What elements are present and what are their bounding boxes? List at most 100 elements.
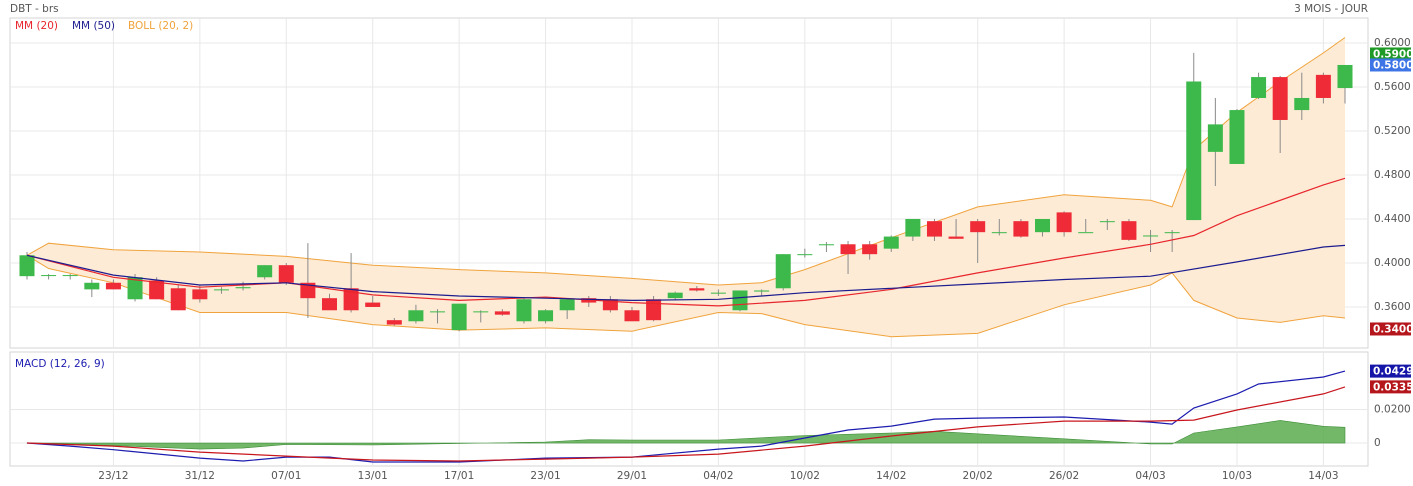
- candle-body: [235, 287, 251, 289]
- candle-body: [538, 310, 554, 322]
- x-tick-label: 10/03: [1222, 470, 1252, 482]
- candle-body: [646, 299, 662, 321]
- candle-body: [1164, 232, 1180, 234]
- candle-body: [818, 244, 834, 246]
- price-badge-label: 0.0429: [1373, 366, 1413, 378]
- price-badge-label: 0.5900: [1373, 48, 1413, 60]
- candle-body: [1078, 232, 1094, 234]
- y-tick-label: 0.0200: [1374, 404, 1411, 416]
- candle-body: [213, 289, 229, 291]
- x-tick-label: 23/01: [530, 470, 560, 482]
- candle-body: [84, 282, 100, 290]
- candle-body: [559, 299, 575, 311]
- candle-body: [1143, 235, 1159, 237]
- price-badge-label: 0.5800: [1373, 59, 1413, 71]
- candle-body: [797, 254, 813, 256]
- candle-body: [970, 221, 986, 233]
- x-tick-label: 04/03: [1135, 470, 1165, 482]
- candle-body: [602, 299, 618, 311]
- candle-body: [926, 221, 942, 237]
- candle-body: [991, 232, 1007, 234]
- candle-body: [19, 255, 35, 277]
- candle-body: [710, 292, 726, 294]
- histogram-area: [26, 420, 1346, 450]
- y-tick-label: 0: [1374, 437, 1381, 449]
- x-tick-label: 31/12: [185, 470, 215, 482]
- y-tick-label: 0.5200: [1374, 125, 1411, 137]
- candle-body: [840, 244, 856, 255]
- candle-body: [451, 303, 467, 331]
- candle-body: [905, 218, 921, 237]
- price-badge: [1370, 364, 1411, 378]
- legend-label: MM (50): [72, 20, 115, 32]
- price-badge: [1370, 322, 1411, 336]
- price-badge: [1370, 58, 1411, 72]
- x-tick-label: 23/12: [98, 470, 128, 482]
- period-label: 3 MOIS - JOUR: [1294, 3, 1368, 15]
- candle-body: [516, 299, 532, 322]
- candle-body: [192, 289, 208, 300]
- legend-label: MM (20): [15, 20, 58, 32]
- x-tick-label: 14/03: [1308, 470, 1338, 482]
- legend-label: MACD (12, 26, 9): [15, 358, 105, 370]
- price-badge-label: 0.3400: [1373, 323, 1413, 335]
- x-tick-label: 07/01: [271, 470, 301, 482]
- price-badge: [1370, 47, 1411, 61]
- x-tick-label: 04/02: [703, 470, 733, 482]
- candle-body: [149, 280, 165, 300]
- candle-body: [494, 311, 510, 315]
- candle-body: [408, 310, 424, 322]
- candle-body: [1337, 64, 1353, 89]
- macd-line: [26, 386, 1346, 462]
- candle-body: [1294, 97, 1310, 111]
- candle-body: [1035, 218, 1051, 233]
- price-badge: [1370, 380, 1411, 394]
- x-tick-label: 10/02: [790, 470, 820, 482]
- x-tick-label: 17/01: [444, 470, 474, 482]
- candle-body: [1207, 124, 1223, 152]
- candle-body: [105, 282, 121, 290]
- band-lower: [26, 254, 1346, 338]
- candle-body: [257, 265, 273, 278]
- y-tick-label: 0.3600: [1374, 301, 1411, 313]
- candle-body: [1013, 221, 1029, 237]
- macd-line: [26, 370, 1346, 463]
- candle-body: [1121, 221, 1137, 240]
- candle-body: [624, 310, 640, 322]
- candle-body: [430, 311, 446, 313]
- legend-label: BOLL (20, 2): [128, 20, 193, 32]
- candle-body: [948, 236, 964, 239]
- candle-body: [62, 275, 78, 277]
- candle-body: [1251, 77, 1267, 98]
- candle-body: [667, 292, 683, 299]
- price-badge-label: 0.0335: [1373, 381, 1413, 393]
- candle-body: [1099, 221, 1115, 223]
- candle-body: [386, 320, 402, 325]
- candle-body: [862, 244, 878, 255]
- candle-body: [775, 254, 791, 289]
- plot-layer: 23/12 31/12 07/01 13/01 17/01 23/01 29/01 04/02…: [10, 18, 1413, 482]
- candle-body: [127, 277, 143, 300]
- candle-body: [170, 288, 186, 311]
- candle-body: [754, 290, 770, 292]
- chart-title: DBT - brs: [10, 3, 59, 15]
- candle-body: [732, 290, 748, 311]
- candle-body: [1056, 212, 1072, 233]
- x-tick-label: 29/01: [617, 470, 647, 482]
- x-tick-label: 26/02: [1049, 470, 1079, 482]
- y-tick-label: 0.4000: [1374, 257, 1411, 269]
- x-tick-label: 13/01: [358, 470, 388, 482]
- candle-body: [689, 288, 705, 291]
- candle-body: [343, 288, 359, 311]
- candle-body: [1229, 110, 1245, 164]
- candle-body: [278, 265, 294, 283]
- candle-body: [1272, 77, 1288, 120]
- y-tick-label: 0.6000: [1374, 37, 1411, 49]
- candle-body: [473, 311, 489, 313]
- y-tick-label: 0.4800: [1374, 169, 1411, 181]
- x-tick-label: 20/02: [963, 470, 993, 482]
- band-fill: [27, 37, 1345, 337]
- candle-body: [1315, 74, 1331, 98]
- y-tick-label: 0.4400: [1374, 213, 1411, 225]
